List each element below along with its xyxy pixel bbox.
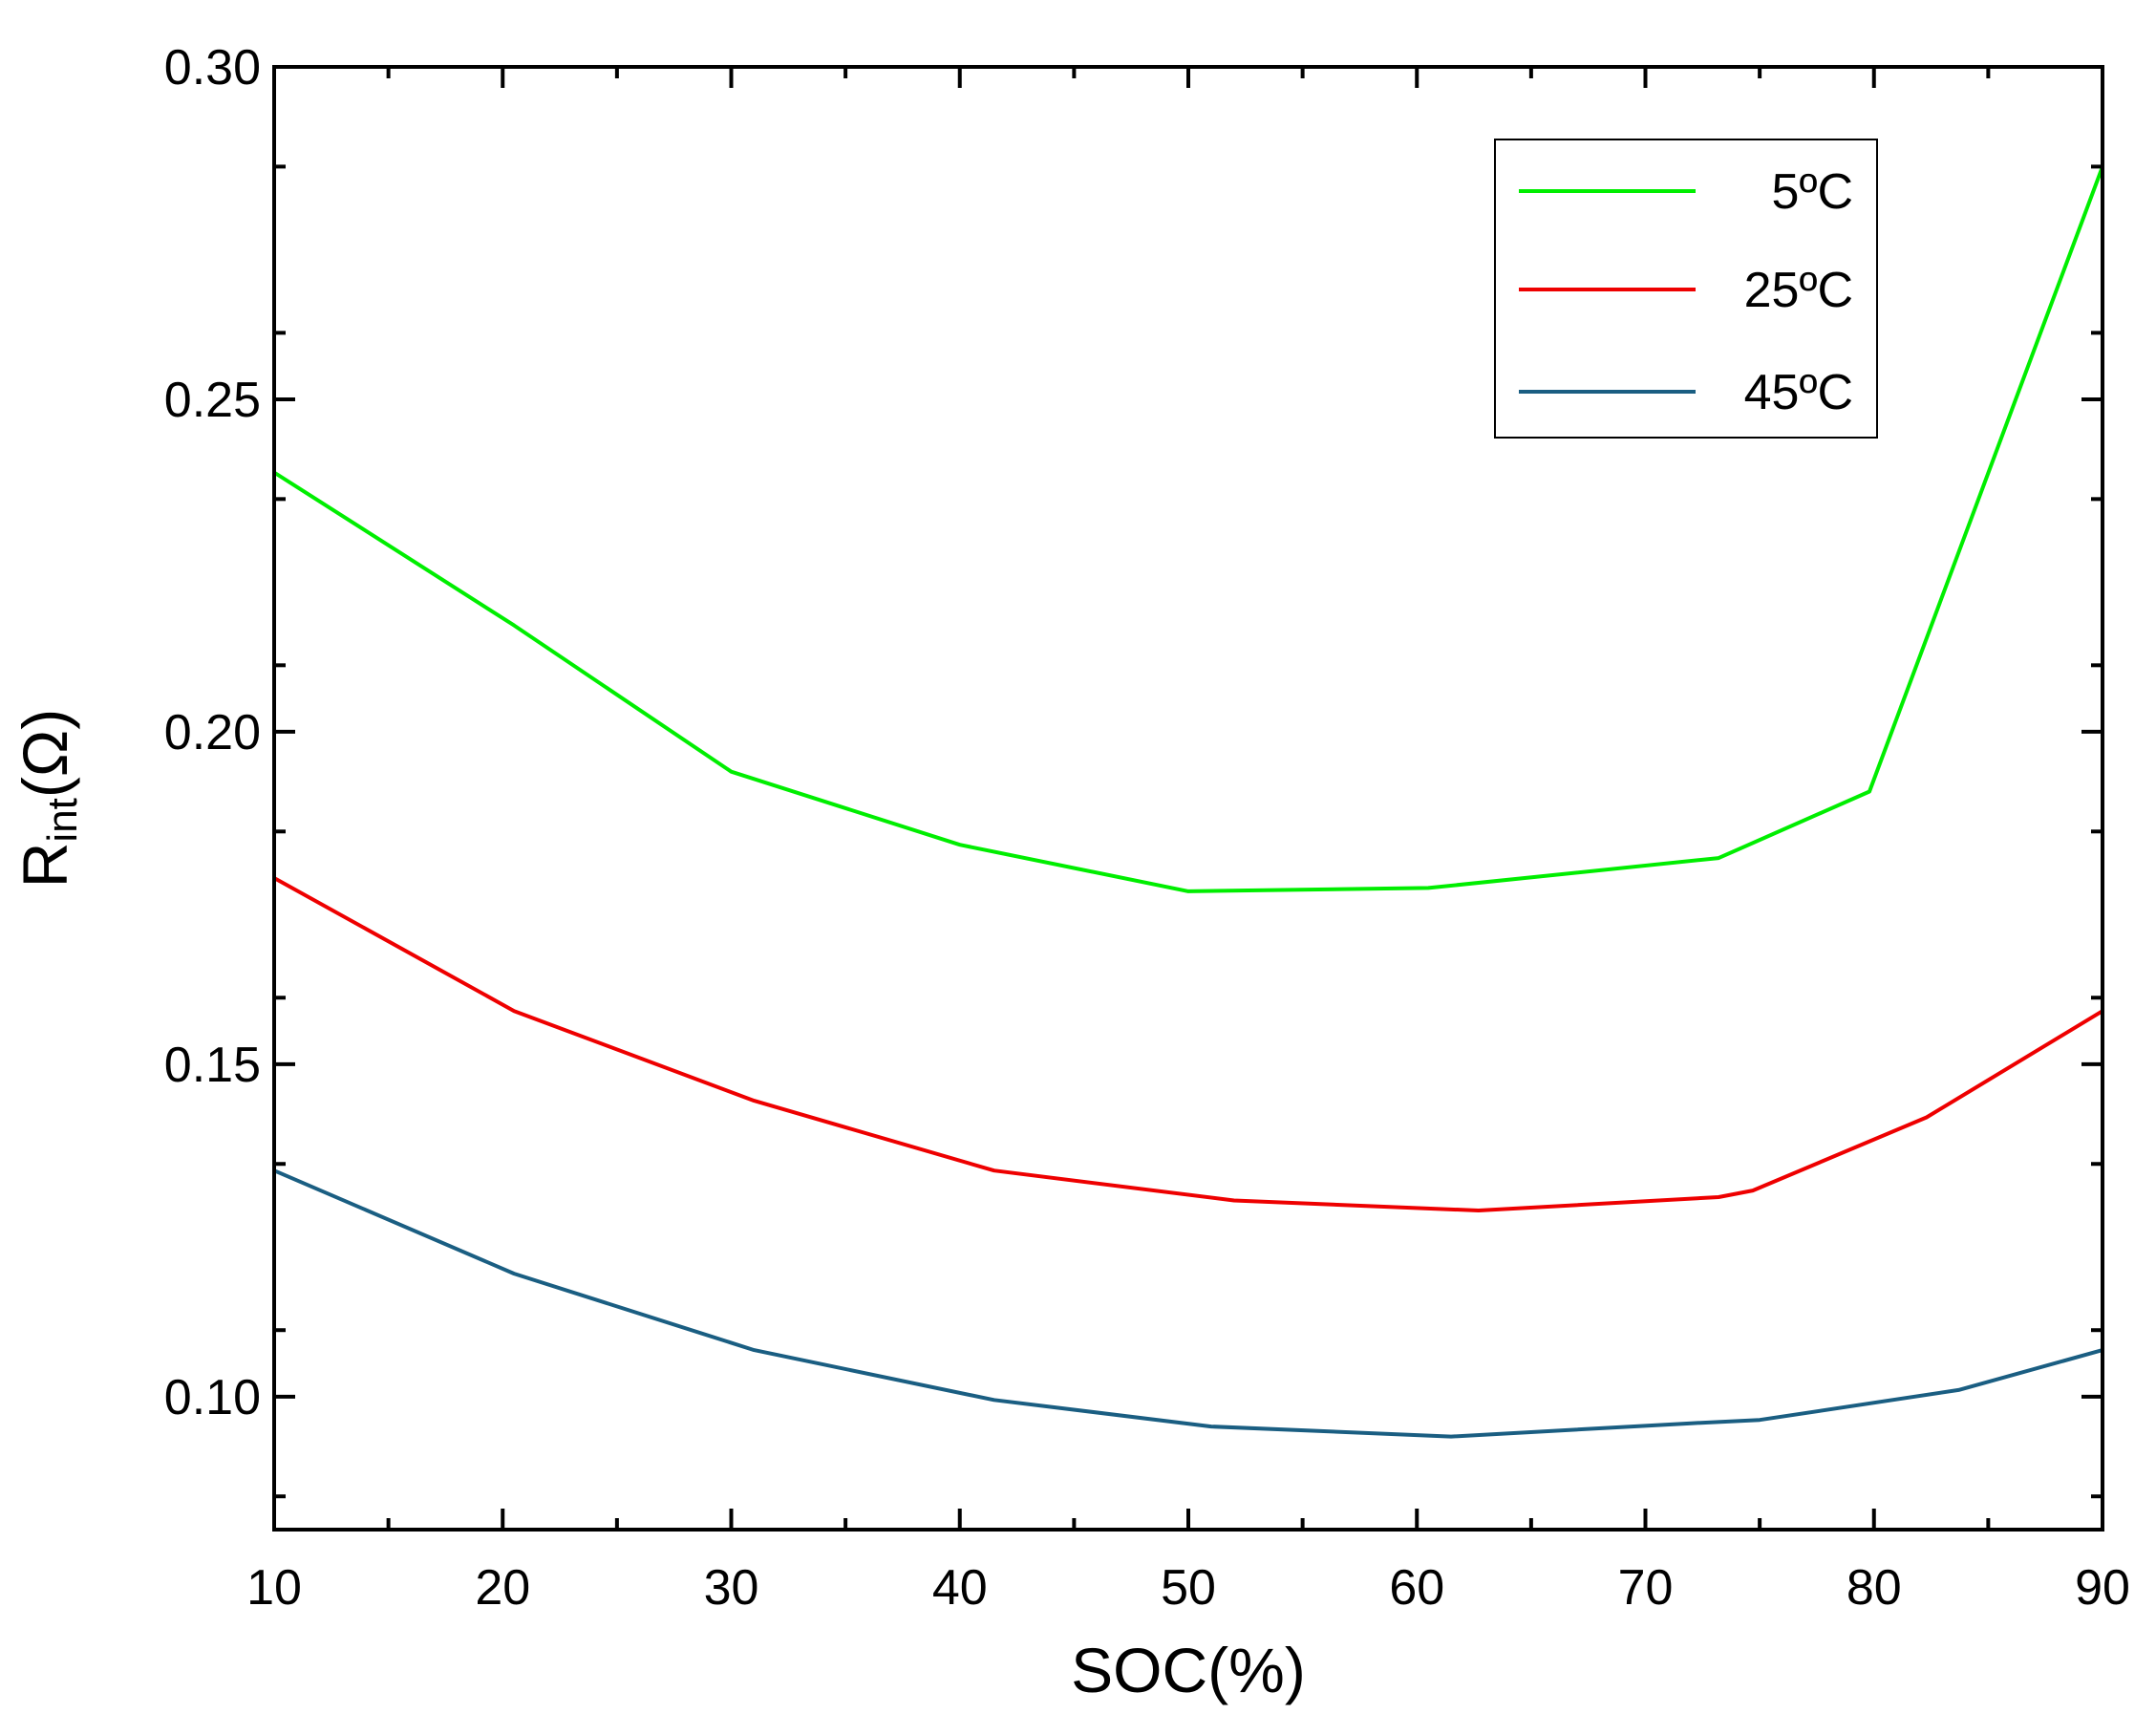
y-tick-label: 0.30: [164, 40, 261, 96]
legend: 5ºC 25ºC 45ºC: [1494, 139, 1878, 439]
series-line-2: [273, 1168, 2103, 1439]
y-tick-label: 0.20: [164, 705, 261, 761]
x-tick-label: 90: [2075, 1560, 2130, 1616]
x-tick-label: 50: [1161, 1560, 1216, 1616]
y-axis-title: Rint(Ω): [10, 709, 86, 888]
tick-labels-layer: 10 20 30 40 50 60 70 80 90 0.10 0.15 0.20 0.25 0.30: [164, 40, 2130, 1616]
series-layer: [272, 165, 2104, 1439]
x-tick-label: 30: [704, 1560, 759, 1616]
series-line-0: [272, 165, 2104, 893]
x-tick-label: 80: [1846, 1560, 1902, 1616]
y-axis-title-subscript: int: [39, 798, 86, 842]
x-tick-label: 70: [1618, 1560, 1674, 1616]
y-axis-title-suffix: (Ω): [10, 709, 80, 798]
plot-frame: [272, 65, 2104, 1532]
series-line-1: [273, 876, 2104, 1212]
y-axis-title-main: R: [10, 843, 80, 889]
legend-label-0: 5ºC: [1772, 164, 1853, 220]
y-tick-label: 0.10: [164, 1370, 261, 1425]
x-tick-label: 10: [246, 1560, 302, 1616]
x-tick-label: 20: [475, 1560, 530, 1616]
legend-label-2: 45ºC: [1744, 365, 1853, 420]
legend-label-1: 25ºC: [1744, 263, 1853, 318]
y-tick-label: 0.25: [164, 373, 261, 428]
x-axis-title: SOC(%): [1071, 1635, 1306, 1705]
x-tick-label: 60: [1389, 1560, 1444, 1616]
x-tick-label: 40: [932, 1560, 988, 1616]
y-tick-label: 0.15: [164, 1038, 261, 1093]
